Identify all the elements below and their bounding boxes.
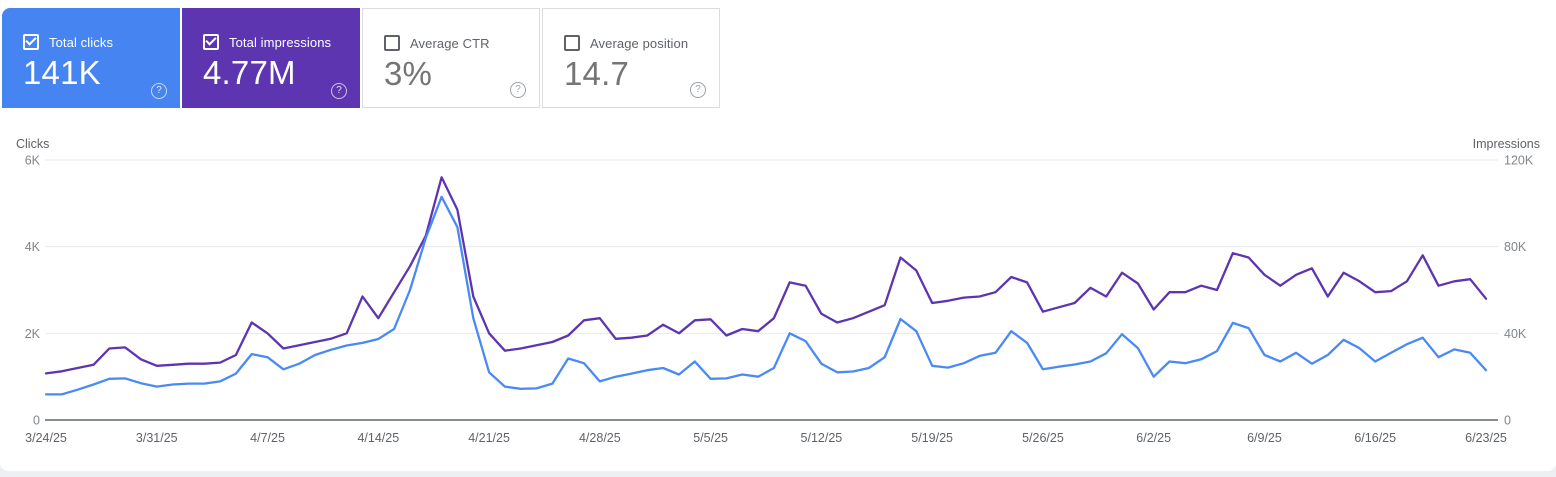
right-axis-tick-label: 0 <box>1504 414 1511 428</box>
x-axis-date-label: 5/5/25 <box>693 431 728 445</box>
total-impressions-card[interactable]: Total impressions 4.77M ? <box>182 8 360 108</box>
average-ctr-checkbox[interactable] <box>384 35 400 51</box>
help-icon[interactable]: ? <box>510 82 526 98</box>
average-ctr-card[interactable]: Average CTR 3% ? <box>362 8 540 108</box>
help-icon[interactable]: ? <box>690 82 706 98</box>
performance-chart[interactable]: 6K 120K 4K 80K 2K 40K 0 0 Clicks Impressions 3/24/… <box>0 130 1556 460</box>
total-impressions-checkbox[interactable] <box>203 34 219 50</box>
left-axis-tick-label: 0 <box>33 414 40 428</box>
total-clicks-label: Total clicks <box>49 34 114 50</box>
left-axis-tick-label: 6K <box>25 154 41 168</box>
right-axis-tick-label: 40K <box>1504 327 1527 341</box>
total-clicks-card[interactable]: Total clicks 141K ? <box>2 8 180 108</box>
average-ctr-label: Average CTR <box>410 35 490 51</box>
average-position-label: Average position <box>590 35 689 51</box>
total-clicks-value: 141K <box>23 54 101 91</box>
total-impressions-value: 4.77M <box>203 54 296 91</box>
left-axis-title: Clicks <box>16 137 49 151</box>
x-axis-date-label: 4/14/25 <box>357 431 399 445</box>
x-axis-date-label: 5/12/25 <box>801 431 843 445</box>
x-axis-date-label: 3/31/25 <box>136 431 178 445</box>
right-axis-tick-label: 120K <box>1504 154 1534 168</box>
metric-cards: Total clicks 141K ? Total impressions 4.… <box>2 8 720 108</box>
total-impressions-label: Total impressions <box>229 34 332 50</box>
x-axis-date-label: 4/28/25 <box>579 431 621 445</box>
help-icon[interactable]: ? <box>151 83 167 99</box>
total-clicks-checkbox[interactable] <box>23 34 39 50</box>
left-axis-tick-label: 4K <box>25 240 41 254</box>
clicks-line <box>44 195 1488 396</box>
x-axis-date-label: 6/9/25 <box>1247 431 1282 445</box>
right-axis-tick-label: 80K <box>1504 240 1527 254</box>
average-position-value: 14.7 <box>564 55 630 92</box>
x-axis-date-label: 4/7/25 <box>250 431 285 445</box>
impressions-line <box>44 176 1488 375</box>
x-axis-date-label: 6/2/25 <box>1136 431 1171 445</box>
x-axis-date-label: 4/21/25 <box>468 431 510 445</box>
x-axis-date-label: 6/16/25 <box>1354 431 1396 445</box>
average-position-card[interactable]: Average position 14.7 ? <box>542 8 720 108</box>
x-axis-date-label: 3/24/25 <box>25 431 67 445</box>
help-icon[interactable]: ? <box>331 83 347 99</box>
right-axis-title: Impressions <box>1473 137 1540 151</box>
x-axis-date-label: 5/26/25 <box>1022 431 1064 445</box>
x-axis-date-label: 5/19/25 <box>911 431 953 445</box>
average-ctr-value: 3% <box>384 55 433 92</box>
average-position-checkbox[interactable] <box>564 35 580 51</box>
x-axis-date-label: 6/23/25 <box>1465 431 1507 445</box>
performance-chart-svg: 6K 120K 4K 80K 2K 40K 0 0 Clicks Impressions 3/24/… <box>16 137 1540 445</box>
left-axis-tick-label: 2K <box>25 327 41 341</box>
